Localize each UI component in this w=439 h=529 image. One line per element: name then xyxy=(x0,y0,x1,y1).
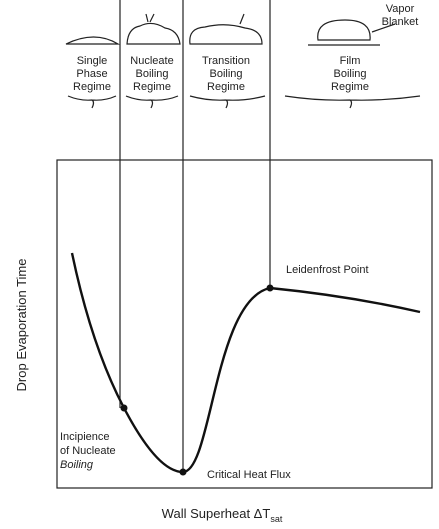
vapor-label: Vapor xyxy=(386,3,415,15)
regime-label: Boiling xyxy=(135,68,168,80)
regime-label: Phase xyxy=(76,68,107,80)
droplet-sketch xyxy=(190,14,262,44)
point xyxy=(267,285,274,292)
plot-frame xyxy=(57,160,432,488)
annotation: Boiling xyxy=(60,459,94,471)
regime-label: Nucleate xyxy=(130,55,173,67)
point xyxy=(180,469,187,476)
brace xyxy=(68,96,116,108)
x-axis-label-subscript: sat xyxy=(270,514,283,524)
vapor-label: Blanket xyxy=(382,16,419,28)
regime-label: Transition xyxy=(202,55,250,67)
regime-label: Film xyxy=(340,55,361,67)
droplet-sketch xyxy=(127,14,180,44)
x-axis-label-main: Wall Superheat ΔT xyxy=(162,506,271,521)
regime-label: Regime xyxy=(207,81,245,93)
regime-label: Boiling xyxy=(333,68,366,80)
regime-label: Single xyxy=(77,55,108,67)
point xyxy=(121,405,128,412)
droplet-sketch xyxy=(66,37,118,44)
y-axis-label: Drop Evaporation Time xyxy=(14,259,29,392)
regime-label: Regime xyxy=(73,81,111,93)
evaporation-curve xyxy=(72,253,420,472)
regime-label: Regime xyxy=(133,81,171,93)
annotation: Critical Heat Flux xyxy=(207,469,291,481)
brace xyxy=(190,96,265,108)
annotation: of Nucleate xyxy=(60,445,116,457)
diagram: Single Phase Regime Nucleate Boiling Reg… xyxy=(0,0,439,529)
brace xyxy=(126,96,178,108)
brace xyxy=(285,96,420,108)
annotation: Incipience xyxy=(60,431,110,443)
annotation: Leidenfrost Point xyxy=(286,264,369,276)
x-axis-label: Wall Superheat ΔTsat xyxy=(162,506,283,524)
regime-label: Boiling xyxy=(209,68,242,80)
regime-label: Regime xyxy=(331,81,369,93)
